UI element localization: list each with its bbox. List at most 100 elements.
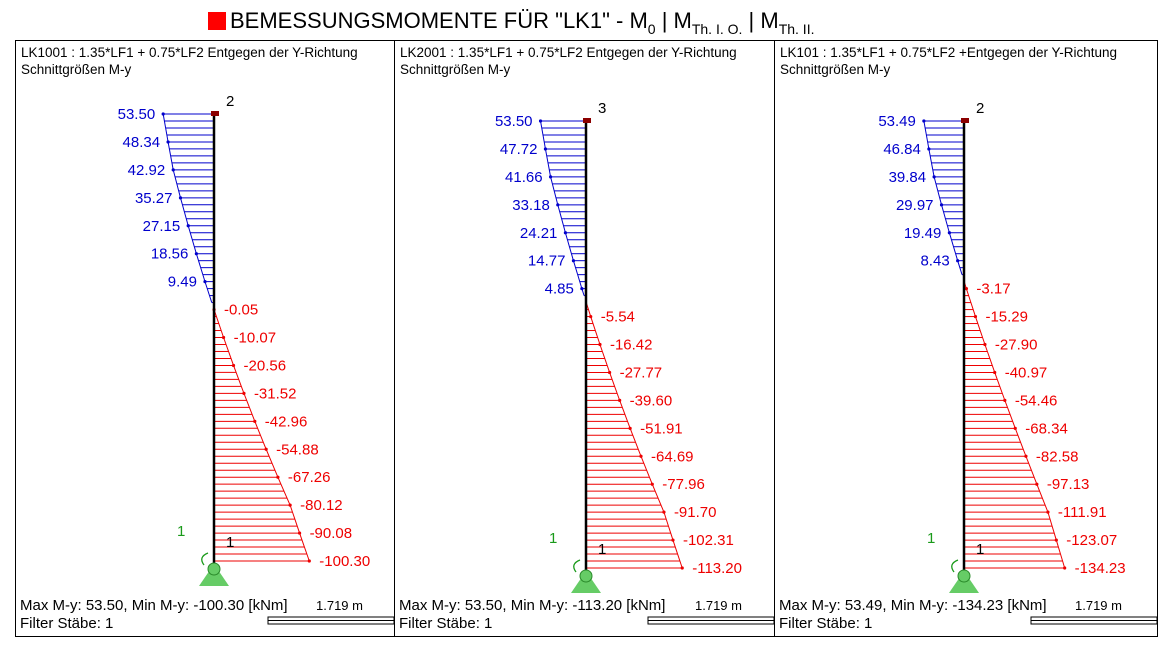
value-point [186, 224, 190, 228]
value-label: 33.18 [512, 197, 550, 214]
diagram-panel-3: LK101 : 1.35*LF1 + 0.75*LF2 +Entgegen de… [774, 40, 1158, 637]
value-point [1035, 482, 1039, 486]
value-point [161, 112, 165, 116]
title-sep-2: | M [742, 8, 779, 33]
negative-outline [585, 302, 683, 569]
value-label: 19.49 [904, 225, 942, 242]
value-label: -100.30 [319, 553, 370, 570]
value-point [556, 203, 560, 207]
scale-label: 1.719 m [1075, 598, 1122, 613]
moment-diagram[interactable]: 53.49 46.84 39.84 29.97 19.49 8.43 -3.17 -15.29… [775, 41, 1158, 637]
value-point [1013, 426, 1017, 430]
value-point [242, 391, 246, 395]
panel-header: LK2001 : 1.35*LF1 + 0.75*LF2 Entgegen de… [400, 44, 737, 78]
value-label: -5.54 [601, 309, 635, 326]
value-point [548, 175, 553, 179]
value-point [662, 510, 666, 514]
value-point [1024, 454, 1028, 458]
value-label: -91.70 [674, 504, 717, 521]
value-label: -27.77 [620, 364, 663, 381]
value-label: 53.50 [495, 113, 533, 130]
value-point [297, 531, 302, 535]
value-point [973, 314, 978, 319]
value-label: -0.05 [224, 302, 258, 319]
value-label: -102.31 [683, 532, 734, 549]
value-point [221, 335, 226, 340]
value-label: -39.60 [630, 392, 673, 409]
value-label: 48.34 [123, 134, 161, 151]
value-point [947, 231, 951, 235]
value-point [276, 475, 280, 479]
value-label: -31.52 [254, 385, 297, 402]
value-label: 4.85 [545, 281, 574, 298]
moment-diagram[interactable]: 53.50 48.34 42.92 35.27 27.15 18.56 9.49 -0.05 -… [16, 41, 395, 637]
result-type-label: Schnittgrößen M-y [400, 62, 511, 77]
footer-max-min: Max M-y: 53.50, Min M-y: -113.20 [kNm] [399, 597, 666, 614]
value-label: -97.13 [1047, 476, 1090, 493]
value-point [680, 566, 684, 570]
value-point [1046, 510, 1050, 514]
value-label: -64.69 [651, 448, 694, 465]
load-combination-label: LK1001 : 1.35*LF1 + 0.75*LF2 Entgegen de… [21, 45, 358, 60]
value-point [956, 259, 960, 263]
support-hinge [957, 569, 971, 583]
value-point [580, 287, 584, 291]
value-label: -15.29 [985, 309, 1028, 326]
positive-outline [162, 113, 213, 303]
panel-header: LK101 : 1.35*LF1 + 0.75*LF2 +Entgegen de… [780, 44, 1117, 78]
value-label: -67.26 [288, 469, 331, 486]
bottom-node-number: 1 [549, 530, 557, 547]
value-point [922, 119, 926, 123]
value-label: -80.12 [300, 497, 343, 514]
value-label: -54.88 [276, 441, 319, 458]
diagram-panel-1: LK1001 : 1.35*LF1 + 0.75*LF2 Entgegen de… [15, 40, 395, 637]
load-combination-label: LK2001 : 1.35*LF1 + 0.75*LF2 Entgegen de… [400, 45, 737, 60]
value-label: 47.72 [500, 141, 538, 158]
value-point [608, 370, 612, 375]
value-point [1063, 566, 1067, 570]
title-main: BEMESSUNGSMOMENTE FÜR "LK1" - M [230, 8, 648, 33]
title-sub-m0: 0 [647, 21, 656, 37]
value-label: 27.15 [143, 218, 181, 235]
value-point [171, 168, 175, 172]
top-node-marker [583, 118, 591, 123]
value-label: -51.91 [640, 420, 683, 437]
panel-header: LK1001 : 1.35*LF1 + 0.75*LF2 Entgegen de… [21, 44, 358, 78]
value-label: 14.77 [528, 253, 566, 270]
title-sub-thio: Th. I. O. [691, 21, 743, 37]
value-label: -40.97 [1005, 364, 1048, 381]
moment-diagram[interactable]: 53.50 47.72 41.66 33.18 24.21 14.77 4.85 -5.54 -… [395, 41, 775, 637]
negative-outline [963, 281, 1066, 569]
value-label: -82.58 [1036, 448, 1079, 465]
value-label: -77.96 [662, 476, 705, 493]
footer-filter: Filter Stäbe: 1 [399, 615, 493, 632]
diagram-panel-2: LK2001 : 1.35*LF1 + 0.75*LF2 Entgegen de… [394, 40, 775, 637]
member-number: 1 [598, 541, 606, 558]
title-sep-1: | M [655, 8, 692, 33]
scale-label: 1.719 m [695, 598, 742, 613]
value-point [932, 175, 936, 179]
value-point [1054, 538, 1058, 542]
value-point [178, 196, 183, 200]
top-node-number: 2 [976, 100, 984, 117]
value-point [264, 447, 268, 451]
value-point [939, 203, 944, 207]
value-label: 53.49 [878, 113, 916, 130]
value-label: 39.84 [889, 169, 927, 186]
value-point [589, 314, 593, 319]
rotation-arrow-icon [201, 552, 209, 566]
rotation-arrow-icon [951, 559, 959, 573]
value-label: 42.92 [128, 162, 166, 179]
value-point [650, 482, 654, 486]
support-hinge [579, 569, 593, 583]
value-label: -10.07 [234, 330, 277, 347]
top-node-number: 2 [226, 93, 234, 110]
value-label: 18.56 [151, 246, 189, 263]
value-point [571, 259, 576, 263]
value-point [288, 503, 292, 507]
top-node-marker [211, 111, 219, 116]
support-hinge [207, 562, 221, 576]
value-point [166, 140, 170, 144]
value-point [628, 426, 632, 430]
value-label: 46.84 [883, 141, 921, 158]
